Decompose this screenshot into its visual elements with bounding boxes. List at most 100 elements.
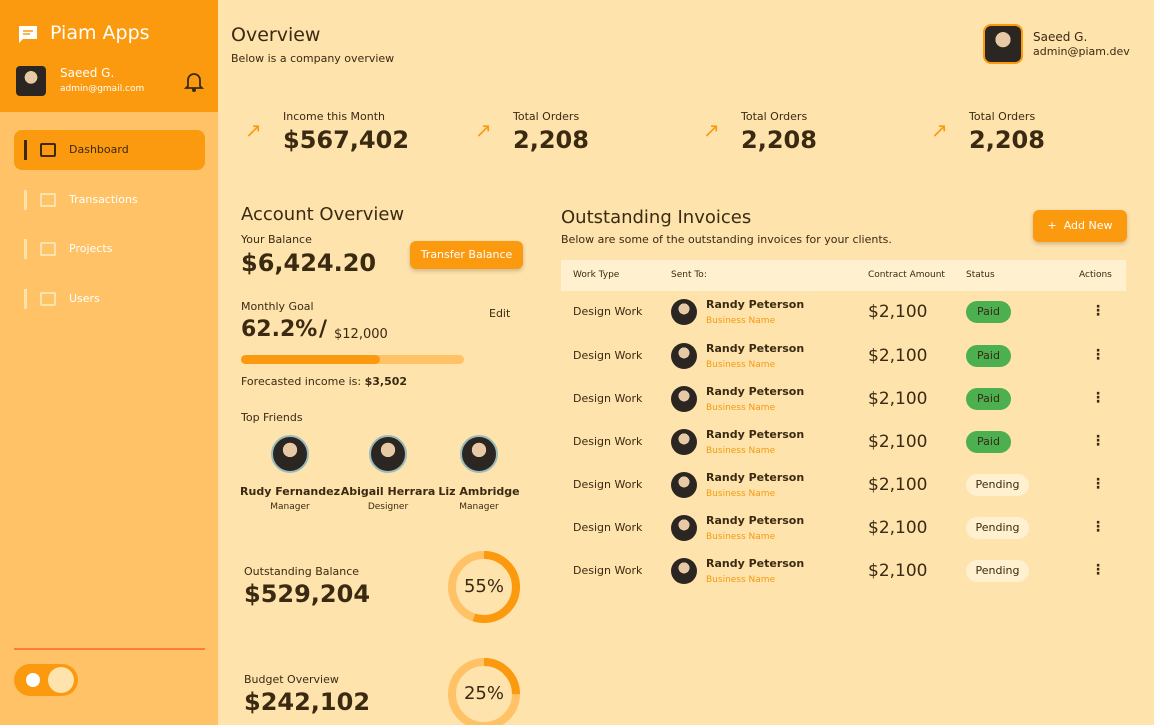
work-type: Design Work: [573, 564, 643, 577]
friend-role: Manager: [270, 502, 310, 512]
column-header: Work Type: [573, 270, 620, 280]
client-name: Randy Peterson: [706, 342, 805, 355]
amount: $2,100: [868, 346, 928, 366]
status: Pending: [966, 517, 1029, 539]
section-title: Account Overview: [241, 204, 405, 225]
balance: $6,424.20: [241, 249, 377, 277]
stat-label: Total Orders: [513, 110, 580, 123]
value: $242,102: [244, 688, 371, 716]
client-company: Business Name: [706, 532, 776, 542]
page-subtitle: Below is a company overview: [231, 52, 395, 65]
column-header: Sent To:: [671, 270, 707, 280]
status: Pending: [966, 560, 1029, 582]
work-type: Design Work: [573, 305, 643, 318]
nav-icon: [40, 143, 56, 157]
status: Paid: [966, 431, 1011, 453]
progress-track: [241, 355, 464, 364]
actions-menu[interactable]: ⋮: [1091, 390, 1105, 406]
value: $529,204: [244, 580, 371, 608]
friend-name: Liz Ambridge: [438, 485, 520, 498]
actions-menu[interactable]: ⋮: [1091, 303, 1105, 319]
column-header: Status: [966, 270, 995, 280]
goal-amount: $12,000: [334, 327, 388, 342]
client-name: Randy Peterson: [706, 385, 805, 398]
client-company: Business Name: [706, 316, 776, 326]
ring-fill: [448, 658, 520, 725]
client-avatar: [671, 386, 697, 412]
client-avatar: [671, 299, 697, 325]
friend-avatar[interactable]: [271, 435, 309, 473]
actions-menu[interactable]: ⋮: [1091, 347, 1105, 363]
client-avatar: [671, 343, 697, 369]
user-email: admin@gmail.com: [60, 84, 145, 94]
nav-item[interactable]: Projects: [69, 242, 113, 255]
status: Paid: [966, 301, 1011, 323]
stat-value: 2,208: [513, 126, 589, 154]
client-avatar: [671, 558, 697, 584]
bell-icon[interactable]: [184, 70, 204, 92]
progress-ring: [448, 551, 520, 623]
stat-label: Total Orders: [741, 110, 808, 123]
amount: $2,100: [868, 518, 928, 538]
nav-icon: [40, 242, 56, 256]
column-header: Actions: [1079, 270, 1112, 280]
stat-label: Total Orders: [969, 110, 1036, 123]
friend-avatar[interactable]: [369, 435, 407, 473]
amount: $2,100: [868, 302, 928, 322]
column-header: Contract Amount: [868, 270, 945, 280]
edit-link[interactable]: Edit: [489, 307, 511, 320]
nav-active[interactable]: [14, 130, 205, 170]
friend-name: Abigail Herrara: [340, 485, 436, 498]
friend-role: Designer: [367, 502, 409, 512]
nav-item[interactable]: Users: [69, 292, 100, 305]
client-company: Business Name: [706, 360, 776, 370]
brand: Piam Apps: [50, 22, 150, 44]
work-type: Design Work: [573, 349, 643, 362]
label: Your Balance: [241, 233, 312, 246]
stat-value: 2,208: [741, 126, 817, 154]
trend-icon: ↗: [931, 118, 948, 142]
nav-icon: [40, 292, 56, 306]
ring-fill: [448, 551, 520, 623]
friend-role: Manager: [459, 502, 499, 512]
nav-item[interactable]: Dashboard: [69, 143, 129, 156]
goal-percent: 62.2%: [241, 317, 318, 342]
amount: $2,100: [868, 389, 928, 409]
label: Budget Overview: [244, 673, 339, 686]
theme-toggle[interactable]: [14, 664, 78, 696]
work-type: Design Work: [573, 478, 643, 491]
separator: /: [319, 317, 328, 342]
label: Outstanding Balance: [244, 565, 360, 578]
actions-menu[interactable]: ⋮: [1091, 562, 1105, 578]
progress-ring: [448, 658, 520, 725]
friend-avatar[interactable]: [460, 435, 498, 473]
client-avatar: [671, 515, 697, 541]
section-title: Outstanding Invoices: [561, 207, 752, 228]
client-company: Business Name: [706, 446, 776, 456]
trend-icon: ↗: [703, 118, 720, 142]
transfer-button[interactable]: Transfer Balance: [410, 241, 523, 269]
work-type: Design Work: [573, 435, 643, 448]
client-company: Business Name: [706, 575, 776, 585]
nav-item[interactable]: Transactions: [69, 193, 138, 206]
label: Top Friends: [241, 411, 303, 424]
nav-icon: [40, 193, 56, 207]
nav-bar: [24, 190, 27, 210]
work-type: Design Work: [573, 521, 643, 534]
actions-menu[interactable]: ⋮: [1091, 476, 1105, 492]
amount: $2,100: [868, 475, 928, 495]
trend-icon: ↗: [475, 118, 492, 142]
trend-icon: ↗: [245, 118, 262, 142]
actions-menu[interactable]: ⋮: [1091, 433, 1105, 449]
actions-menu[interactable]: ⋮: [1091, 519, 1105, 535]
label: Add New: [1063, 219, 1113, 232]
section-subtitle: Below are some of the outstanding invoic…: [561, 233, 892, 246]
stat-value: $567,402: [283, 126, 410, 154]
table-header: [561, 260, 1126, 291]
client-company: Business Name: [706, 403, 776, 413]
add-button[interactable]: + Add New: [1033, 210, 1127, 242]
divider: [14, 648, 205, 650]
header-avatar[interactable]: [983, 24, 1023, 64]
label: Forecasted income is:: [241, 375, 362, 388]
